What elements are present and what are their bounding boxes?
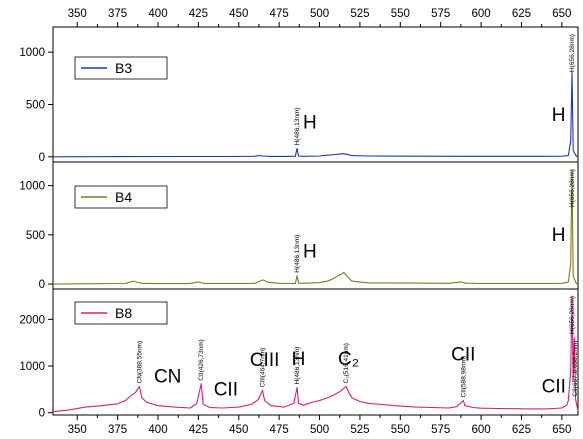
top-x-tick-label: 500 <box>310 8 329 20</box>
y-tick-label: 0 <box>39 152 45 164</box>
peak-label: H(486,13nm) <box>294 347 301 385</box>
legend-label: B3 <box>115 60 132 76</box>
peak-label: CII(426,73nm) <box>198 339 205 381</box>
peak-label: CIII(464,7nm) <box>260 348 267 388</box>
element-label: CII <box>451 344 475 365</box>
panel-middle: 0 500 1000 B4 H(486,13nm) H(656,28nm) H H <box>19 161 579 291</box>
peak-label: CII(588,98nm) <box>460 356 467 398</box>
peak-label: CN(388,55nm) <box>137 341 144 384</box>
peak-label: H(656,28nm) <box>569 296 576 334</box>
bottom-x-tick-label: 375 <box>108 424 127 436</box>
y-tick-label: 500 <box>26 99 45 111</box>
legend-label: B8 <box>115 305 132 321</box>
element-label: H <box>303 241 317 262</box>
bottom-x-tick-label: 525 <box>350 424 369 436</box>
series-line-B8 <box>52 295 579 413</box>
bottom-x-tick-label: 650 <box>552 424 571 436</box>
bottom-x-tick-label: 600 <box>471 424 490 436</box>
element-label: H <box>552 225 566 246</box>
bottom-x-tick-label: 450 <box>229 424 248 436</box>
element-label: CN <box>154 366 181 387</box>
panel-top: 0 500 1000 B3 H(486,13nm) H(656,28nm) H H <box>19 34 579 164</box>
top-x-tick-label: 600 <box>471 8 490 20</box>
top-x-tick-label: 575 <box>431 8 450 20</box>
top-x-tick-label: 425 <box>189 8 208 20</box>
element-label: CII <box>214 379 238 400</box>
top-x-tick-label: 400 <box>148 8 167 20</box>
element-label: H <box>292 349 306 370</box>
bottom-x-tick-label: 475 <box>270 424 289 436</box>
top-x-tick-label: 550 <box>391 8 410 20</box>
top-x-tick-label: 625 <box>512 8 531 20</box>
legend-box <box>74 56 168 80</box>
y-tick-label: 500 <box>26 230 45 242</box>
bottom-x-tick-label: 550 <box>391 424 410 436</box>
peak-label: H(656,28nm) <box>569 169 576 207</box>
top-x-tick-label: 475 <box>270 8 289 20</box>
bottom-x-tick-label: 400 <box>148 424 167 436</box>
element-label: H <box>552 105 566 126</box>
top-x-tick-label: 450 <box>229 8 248 20</box>
top-x-tick-label: 525 <box>350 8 369 20</box>
bottom-x-tick-label: 625 <box>512 424 531 436</box>
top-x-tick-label: 650 <box>552 8 571 20</box>
element-label: CIII <box>250 350 280 371</box>
plot-frame <box>52 26 579 416</box>
top-x-tick-label: 350 <box>68 8 87 20</box>
bottom-x-tick-label: 575 <box>431 424 450 436</box>
top-x-tick-label: 375 <box>108 8 127 20</box>
series-line-B4 <box>52 169 579 285</box>
series-line-B3 <box>52 71 579 158</box>
peak-label: H(656,28nm) <box>569 34 576 72</box>
y-tick-label: 0 <box>39 408 45 420</box>
element-label: CII <box>542 377 566 398</box>
element-label: C₂ <box>338 349 359 370</box>
bottom-x-tick-label: 500 <box>310 424 329 436</box>
bottom-x-tick-label: 425 <box>189 424 208 436</box>
bottom-x-tick-label: 350 <box>68 424 87 436</box>
element-label: H <box>303 113 317 134</box>
legend-label: B4 <box>115 189 132 205</box>
peak-label: H(486,13nm) <box>294 235 301 273</box>
legend-box <box>74 301 168 325</box>
peak-label: C₂(516,41nm) <box>343 343 350 383</box>
peak-label: H(486,13nm) <box>294 107 301 145</box>
y-tick-label: 2000 <box>19 314 45 326</box>
y-tick-label: 0 <box>39 279 45 291</box>
legend-box <box>74 185 168 209</box>
y-tick-label: 1000 <box>19 361 45 373</box>
peak-label: CII(657,8;658,2nm) <box>572 341 579 397</box>
y-tick-label: 1000 <box>19 47 45 59</box>
y-tick-label: 1000 <box>19 181 45 193</box>
panel-bottom: 0 1000 2000 B8 CN(388,55nm) CII(426,73nm) CIII… <box>19 288 579 420</box>
